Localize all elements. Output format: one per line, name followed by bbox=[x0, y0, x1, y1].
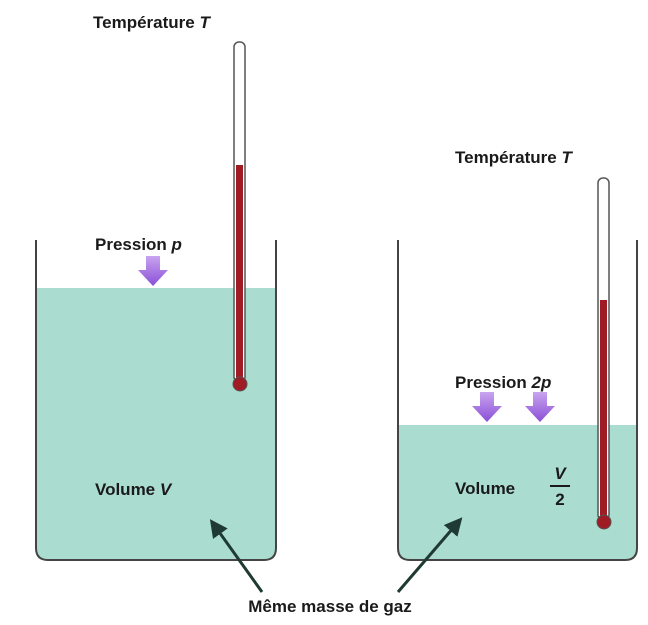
beaker bbox=[35, 240, 277, 561]
temperature-label: Température T bbox=[455, 148, 573, 167]
symbol: T bbox=[199, 13, 211, 32]
thermometer-bulb bbox=[596, 514, 612, 530]
thermometer-bulb bbox=[232, 376, 248, 392]
fraction-denominator: 2 bbox=[555, 490, 564, 509]
pressure-arrow bbox=[472, 392, 502, 422]
thermometer-fluid bbox=[236, 165, 243, 380]
label-text: Température bbox=[455, 148, 557, 167]
thermometer-fluid bbox=[600, 300, 607, 518]
symbol: T bbox=[561, 148, 573, 167]
pressure-label: Pression p bbox=[95, 235, 182, 254]
fraction-numerator: V bbox=[554, 464, 567, 483]
label-text: Température bbox=[93, 13, 195, 32]
pointer-arrow bbox=[209, 519, 264, 593]
label-text: Volume bbox=[95, 480, 155, 499]
temperature-label: Température T bbox=[93, 13, 211, 32]
caption: Même masse de gaz bbox=[248, 597, 411, 616]
label-text: Pression bbox=[95, 235, 167, 254]
symbol: p bbox=[171, 235, 182, 254]
volume-label: Volume bbox=[455, 479, 515, 498]
beaker bbox=[397, 240, 638, 561]
pressure-arrow bbox=[525, 392, 555, 422]
symbol: V bbox=[160, 480, 173, 499]
symbol: 2p bbox=[531, 373, 552, 392]
pointer-arrow bbox=[396, 517, 463, 593]
volume-label: Volume V bbox=[95, 480, 173, 499]
pressure-label: Pression 2p bbox=[455, 373, 551, 392]
gas-volume bbox=[36, 288, 276, 560]
label-text: Pression bbox=[455, 373, 527, 392]
pressure-arrow bbox=[138, 256, 168, 286]
